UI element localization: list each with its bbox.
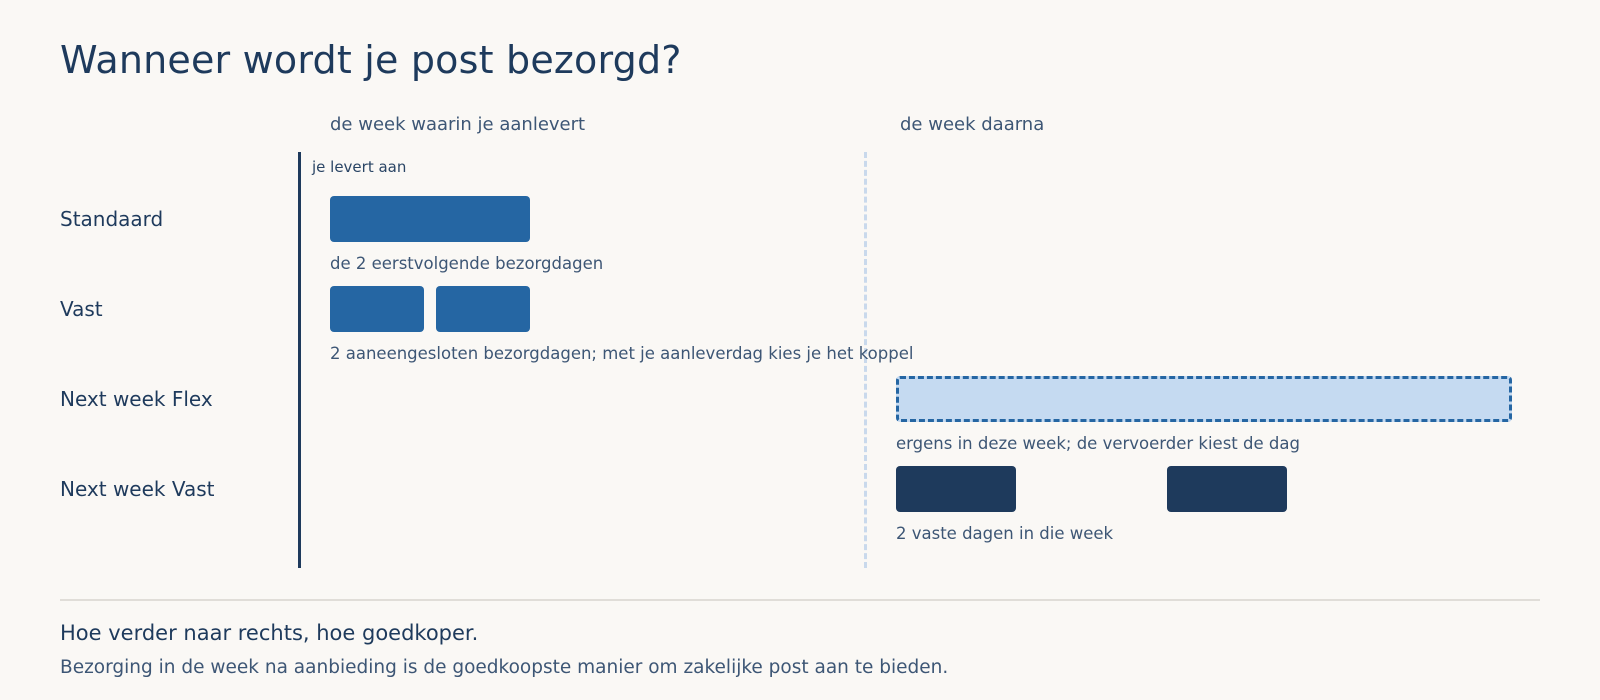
page-title: Wanneer wordt je post bezorgd? — [60, 38, 682, 82]
vast-delivery-day-2 — [436, 286, 530, 332]
vast-delivery-day-1 — [330, 286, 424, 332]
standaard-delivery-block — [330, 196, 530, 242]
delivery-marker-label: je levert aan — [312, 158, 407, 176]
next-week-vast-day-2 — [1167, 466, 1287, 512]
delivery-day-line — [298, 152, 301, 568]
next-week-vast-caption: 2 vaste dagen in die week — [896, 524, 1114, 543]
next-week-vast-day-1 — [896, 466, 1016, 512]
next-week-flex-block — [896, 376, 1512, 422]
footer-body: Bezorging in de week na aanbieding is de… — [60, 657, 949, 678]
column-header-current-week: de week waarin je aanlevert — [330, 114, 586, 135]
row-label-standaard: Standaard — [60, 207, 164, 231]
row-label-next-week-vast: Next week Vast — [60, 477, 215, 501]
column-header-next-week: de week daarna — [900, 114, 1045, 135]
footer-divider — [60, 599, 1540, 601]
standaard-caption: de 2 eerstvolgende bezorgdagen — [330, 254, 604, 273]
row-label-vast: Vast — [60, 297, 103, 321]
week-divider-line — [864, 152, 867, 568]
row-label-next-week-flex: Next week Flex — [60, 387, 213, 411]
footer-title: Hoe verder naar rechts, hoe goedkoper. — [60, 621, 479, 645]
next-week-flex-caption: ergens in deze week; de vervoerder kiest… — [896, 434, 1300, 453]
vast-caption: 2 aaneengesloten bezorgdagen; met je aan… — [330, 344, 914, 363]
